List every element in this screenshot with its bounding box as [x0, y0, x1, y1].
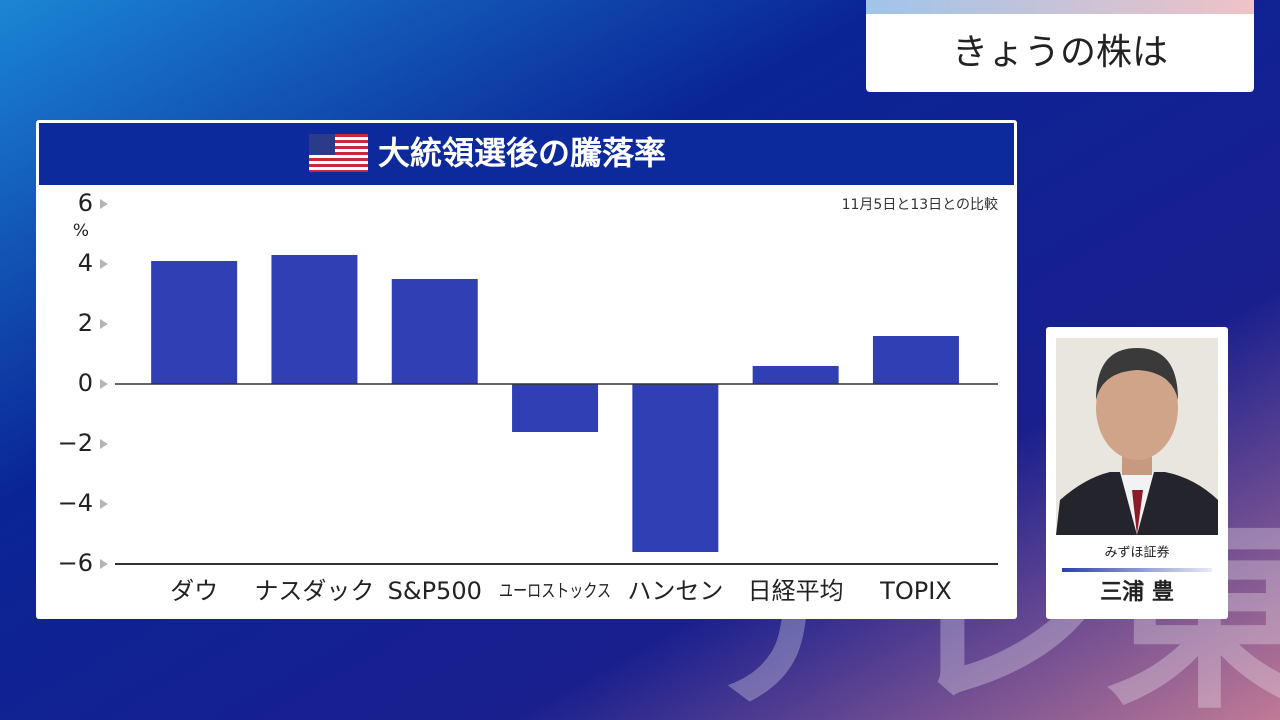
- x-tick-label: S&P500: [388, 577, 482, 605]
- bar: [632, 384, 719, 552]
- y-tick-label: 6: [78, 189, 93, 217]
- y-tick-mark: [100, 559, 108, 569]
- chart-panel: [36, 120, 1017, 619]
- chart-title: 大統領選後の騰落率: [378, 134, 666, 172]
- y-tick-mark: [100, 319, 108, 329]
- bar: [271, 255, 358, 384]
- us-flag: [309, 134, 368, 172]
- bar: [391, 279, 478, 384]
- y-tick-label: 2: [78, 309, 93, 337]
- header-stripe: [866, 0, 1254, 14]
- x-tick-label: 日経平均: [748, 577, 844, 605]
- x-tick-label: ハンセン: [627, 577, 723, 605]
- x-tick-label: TOPIX: [879, 577, 952, 605]
- x-tick-label: ユーロストックス: [499, 581, 611, 602]
- bar: [872, 336, 959, 384]
- portrait: [1056, 338, 1218, 535]
- y-tick-mark: [100, 499, 108, 509]
- y-tick-mark: [100, 199, 108, 209]
- y-tick-label: −2: [58, 429, 93, 457]
- y-tick-label: −4: [58, 489, 93, 517]
- bar: [151, 261, 238, 384]
- bar: [752, 366, 839, 384]
- header-label: きょうの株は: [952, 32, 1168, 73]
- y-tick-mark: [100, 259, 108, 269]
- y-tick-mark: [100, 439, 108, 449]
- x-tick-label: ダウ: [170, 577, 218, 605]
- commentator-company: みずほ証券: [1104, 545, 1169, 561]
- name-underline: [1062, 568, 1212, 572]
- title-band: [39, 123, 1014, 185]
- y-unit: %: [73, 221, 89, 241]
- y-tick-label: 4: [78, 249, 93, 277]
- y-tick-mark: [100, 379, 108, 389]
- x-tick-label: ナスダック: [254, 577, 374, 605]
- y-tick-label: −6: [58, 549, 93, 577]
- commentator-name: 三浦 豊: [1100, 579, 1174, 605]
- header-box: [866, 0, 1254, 92]
- chart-subtitle: 11月5日と13日との比較: [842, 197, 998, 213]
- bar: [512, 384, 599, 432]
- y-tick-label: 0: [78, 369, 93, 397]
